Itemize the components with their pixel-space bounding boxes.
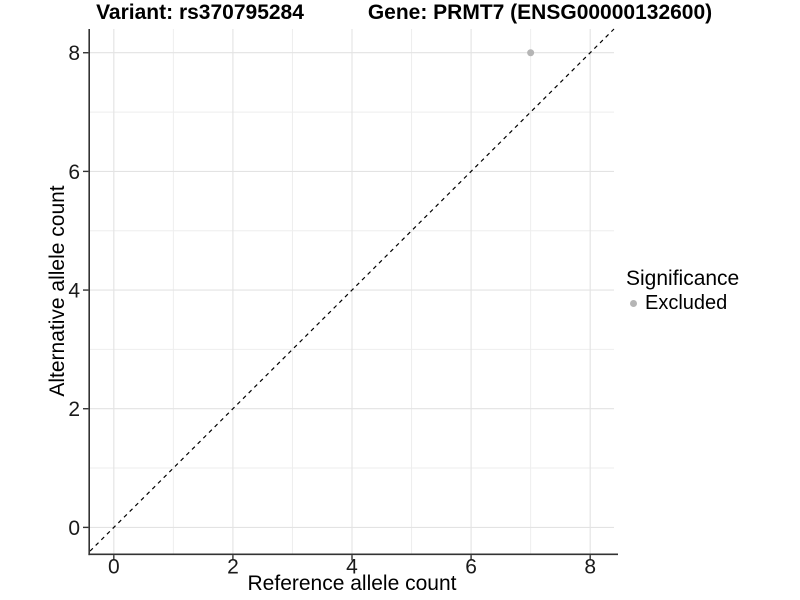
x-axis-title: Reference allele count — [247, 572, 457, 595]
x-tick-label: 8 — [584, 556, 596, 579]
legend-point-icon — [630, 299, 637, 307]
legend-item-excluded: Excluded — [626, 292, 739, 314]
x-tick-label: 2 — [227, 556, 239, 579]
y-tick-label: 2 — [68, 398, 80, 421]
x-tick-label: 6 — [465, 556, 477, 579]
y-tick-label: 6 — [68, 161, 80, 184]
x-tick-label: 0 — [108, 556, 120, 579]
data-point-excluded — [527, 49, 535, 57]
y-tick-label: 4 — [68, 280, 80, 303]
x-tick-label: 4 — [346, 556, 358, 579]
plot-title-gene: Gene: PRMT7 (ENSG00000132600) — [367, 1, 713, 24]
y-tick-label: 0 — [68, 517, 80, 540]
y-axis-title: Alternative allele count — [46, 185, 69, 397]
y-tick-label: 8 — [68, 42, 80, 65]
legend-item-label: Excluded — [645, 292, 728, 314]
legend-title: Significance — [626, 267, 740, 290]
identity-dashed-line — [89, 28, 615, 552]
legend: Significance Excluded — [626, 267, 740, 315]
plot-title-variant: Variant: rs370795284 — [96, 1, 304, 24]
